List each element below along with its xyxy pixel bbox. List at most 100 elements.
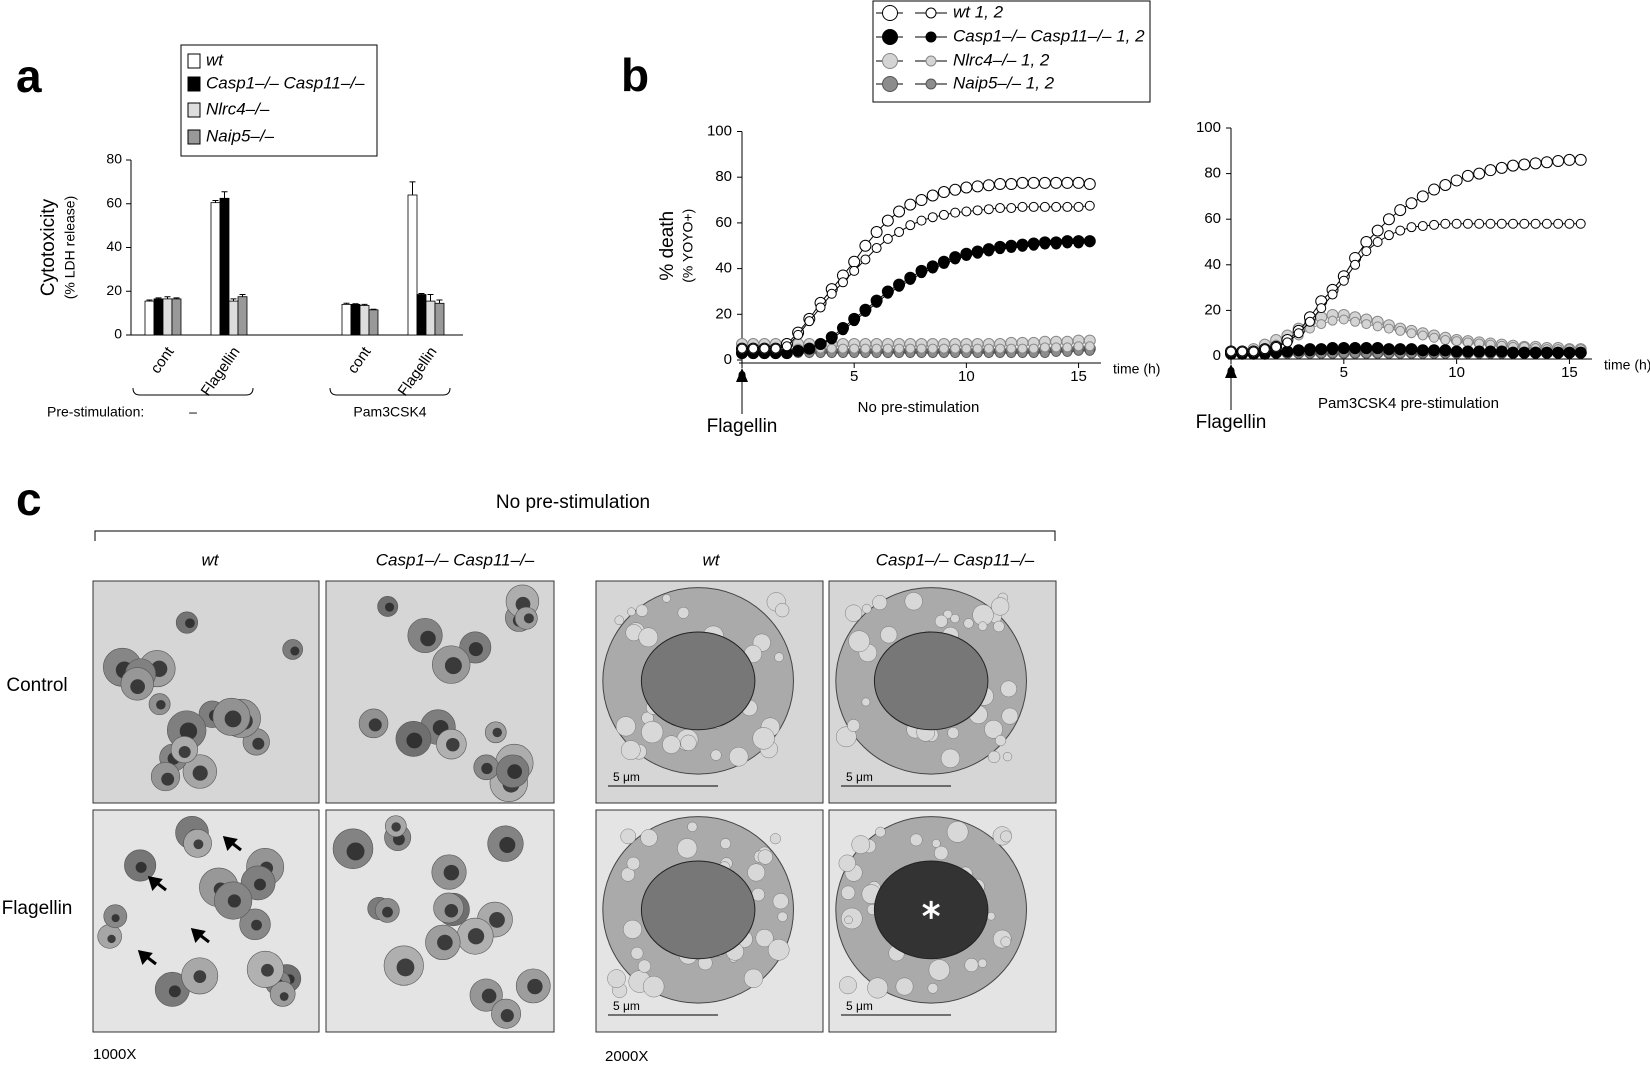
point bbox=[871, 297, 882, 308]
point bbox=[1462, 218, 1473, 229]
legend-marker bbox=[882, 29, 898, 45]
point bbox=[1440, 346, 1451, 357]
point bbox=[915, 194, 928, 207]
nucleus bbox=[382, 906, 393, 918]
vacuole bbox=[1001, 707, 1019, 725]
vacuole bbox=[934, 614, 948, 628]
y-tick-label: 0 bbox=[114, 326, 122, 342]
micrograph: 5 μm bbox=[595, 809, 824, 1033]
bar bbox=[350, 303, 361, 336]
nucleus bbox=[261, 963, 274, 977]
vacuole bbox=[635, 604, 649, 617]
bar bbox=[153, 298, 164, 336]
x-tick-label: Flagellin bbox=[395, 344, 441, 400]
x-tick-label: 15 bbox=[1561, 364, 1578, 381]
point bbox=[1395, 325, 1406, 336]
point bbox=[793, 329, 804, 340]
annotation-arrowhead bbox=[1225, 364, 1237, 378]
point bbox=[1485, 218, 1496, 229]
scale-bar-label: 5 μm bbox=[846, 999, 873, 1013]
nucleus bbox=[156, 699, 166, 710]
nucleus bbox=[873, 631, 989, 731]
point bbox=[1084, 341, 1095, 352]
bar bbox=[341, 303, 352, 336]
vacuole bbox=[835, 726, 857, 748]
micrograph bbox=[92, 580, 320, 804]
vacuole bbox=[963, 618, 974, 629]
x-tick-label: 10 bbox=[1448, 364, 1465, 381]
point bbox=[1406, 222, 1417, 233]
point bbox=[1061, 176, 1074, 189]
point bbox=[1417, 346, 1428, 357]
nucleus bbox=[640, 860, 756, 960]
point bbox=[1073, 201, 1084, 212]
error-bar bbox=[212, 199, 219, 203]
vacuole bbox=[880, 626, 898, 644]
annotation-arrowhead bbox=[736, 368, 748, 382]
point bbox=[905, 275, 916, 286]
nucleus bbox=[492, 727, 502, 738]
point bbox=[1564, 218, 1575, 229]
point bbox=[1271, 341, 1282, 352]
legend-box bbox=[180, 44, 378, 157]
vacuole bbox=[940, 748, 961, 769]
point bbox=[1039, 342, 1050, 353]
point bbox=[1450, 174, 1463, 187]
nucleus bbox=[507, 764, 522, 779]
nucleus bbox=[224, 710, 242, 728]
point bbox=[937, 186, 950, 199]
point bbox=[927, 212, 938, 223]
panel-c: c No pre-stimulation bbox=[16, 473, 1056, 541]
nucleus bbox=[481, 762, 493, 775]
point bbox=[1050, 176, 1063, 189]
point bbox=[1372, 237, 1383, 247]
point bbox=[1293, 328, 1304, 339]
point bbox=[1461, 169, 1474, 182]
point bbox=[1027, 176, 1040, 189]
group-axis-label: Pre-stimulation: bbox=[47, 404, 144, 420]
point bbox=[1062, 238, 1073, 249]
point bbox=[1405, 197, 1418, 210]
point bbox=[1394, 204, 1407, 217]
point bbox=[1028, 201, 1039, 212]
error-bar bbox=[418, 292, 425, 295]
vacuole bbox=[861, 697, 871, 707]
vacuole bbox=[947, 727, 960, 739]
x-tick-label: 10 bbox=[958, 368, 975, 385]
point bbox=[1062, 201, 1073, 212]
point bbox=[1508, 218, 1519, 229]
x-axis-label: time (h) bbox=[1113, 361, 1160, 377]
point bbox=[927, 263, 938, 274]
point bbox=[1428, 183, 1441, 196]
point bbox=[1440, 218, 1451, 229]
point bbox=[1519, 218, 1530, 229]
error-bar bbox=[361, 303, 368, 306]
point bbox=[781, 341, 792, 352]
point bbox=[894, 343, 905, 354]
arrow bbox=[147, 876, 167, 892]
point bbox=[860, 343, 871, 354]
point bbox=[1006, 343, 1017, 354]
caption: No pre-stimulation bbox=[858, 399, 980, 416]
point bbox=[837, 325, 848, 336]
point bbox=[848, 255, 861, 268]
micrograph bbox=[325, 580, 555, 804]
point bbox=[837, 277, 848, 288]
asterisk bbox=[922, 900, 940, 919]
nucleus bbox=[468, 642, 483, 657]
point bbox=[1416, 190, 1429, 203]
legend-marker bbox=[882, 76, 898, 92]
point bbox=[1485, 347, 1496, 358]
error-bar bbox=[230, 298, 237, 302]
legend-label: Nlrc4–/– 1, 2 bbox=[953, 50, 1050, 69]
nucleus bbox=[251, 919, 262, 931]
vacuole bbox=[934, 845, 949, 861]
point bbox=[1072, 176, 1085, 189]
nucleus bbox=[178, 746, 191, 759]
point bbox=[1530, 218, 1541, 229]
point bbox=[1073, 238, 1084, 249]
group-label: – bbox=[189, 404, 197, 420]
point bbox=[961, 206, 972, 217]
vacuole bbox=[1000, 680, 1017, 698]
point bbox=[1429, 346, 1440, 357]
